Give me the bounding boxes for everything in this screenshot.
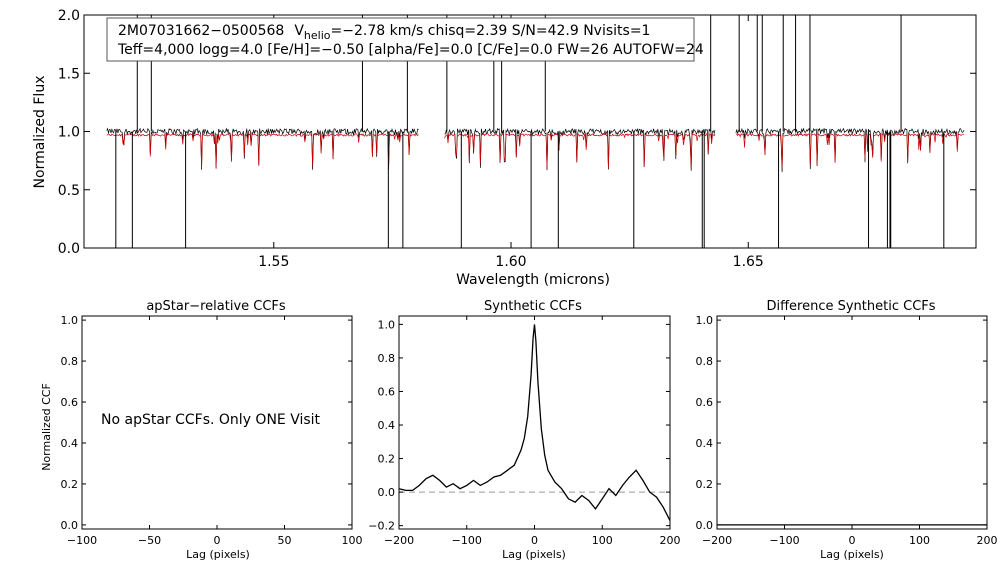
- x-tick-label: −100: [769, 534, 799, 547]
- y-tick-label: 1.0: [696, 314, 714, 327]
- spectrum-legend: 2M07031662−0500568 Vhelio=−2.78 km/s chis…: [106, 17, 704, 62]
- y-tick-label: 0.2: [378, 453, 396, 466]
- y-tick-label: 0.8: [378, 352, 396, 365]
- x-tick-label: 0: [531, 534, 538, 547]
- x-tick-label: 200: [977, 534, 998, 547]
- y-tick-label: 0.6: [61, 396, 79, 409]
- y-tick-label: 1.0: [61, 314, 79, 327]
- apstar-ccf-x-label: Lag (pixels): [186, 548, 250, 561]
- spectrum-model-segment: [735, 132, 965, 168]
- y-tick-label: 0.0: [378, 486, 396, 499]
- synthetic-ccf-title: Synthetic CCFs: [484, 299, 582, 314]
- y-tick-label: 0.0: [696, 519, 714, 532]
- spectrum-observed-segment: [444, 127, 716, 171]
- legend-box: [106, 17, 695, 62]
- x-tick-label: 0: [849, 534, 856, 547]
- x-tick-label: 100: [909, 534, 930, 547]
- spectrum-observed-segment: [735, 127, 965, 173]
- x-tick-label: 100: [592, 534, 613, 547]
- difference-ccf-ticks: −200 −100 0 100 200 0.0 0.2 0.4 0.6 0.8 1.0: [696, 314, 998, 547]
- y-tick-label: −0.2: [368, 520, 395, 533]
- legend-v-values: =−2.78 km/s chisq=2.39 S/N=42.9 Nvisits=…: [331, 23, 651, 39]
- difference-ccf-x-label: Lag (pixels): [820, 548, 884, 561]
- y-tick-label: 2.0: [58, 8, 80, 24]
- y-tick-label: 1.0: [378, 318, 396, 331]
- legend-line-2: Teff=4,000 logg=4.0 [Fe/H]=−0.50 [alpha/…: [117, 42, 704, 58]
- y-tick-label: 0.4: [378, 419, 396, 432]
- y-tick-label: 0.6: [696, 396, 714, 409]
- x-tick-label: −50: [138, 534, 161, 547]
- legend-v-subscript: helio: [304, 29, 331, 42]
- apstar-ccf-note: No apStar CCFs. Only ONE Visit: [101, 412, 321, 428]
- x-tick-label: −200: [384, 534, 414, 547]
- y-tick-label: 0.4: [61, 437, 79, 450]
- y-tick-label: 0.8: [61, 355, 79, 368]
- apstar-ccf-ticks: −100 −50 0 50 100 0.0 0.2 0.4 0.6 0.8 1.0: [61, 314, 363, 547]
- x-tick-label: 1.60: [495, 254, 526, 270]
- spectrum-observed-segment: [106, 127, 419, 170]
- y-tick-label: 0.6: [378, 385, 396, 398]
- x-tick-label: 50: [278, 534, 292, 547]
- y-tick-label: 0.0: [58, 241, 80, 257]
- y-tick-label: 0.0: [61, 519, 79, 532]
- spectrum-panel: 1.55 1.60 1.65 0.0 0.5 1.0 1.5 2.0 2M07031662−0…: [32, 8, 977, 288]
- synthetic-ccf-frame: [398, 315, 671, 530]
- spectrum-x-label: Wavelength (microns): [456, 272, 610, 288]
- x-tick-label: 1.55: [258, 254, 289, 270]
- apstar-ccf-panel: apStar−relative CCFs −100 −50 0 50 100 0.0 0.2…: [40, 299, 363, 561]
- apstar-ccf-title: apStar−relative CCFs: [146, 299, 286, 314]
- synthetic-ccf-panel: Synthetic CCFs −200 −100 0 100 200 −0.2 0.0 0.2…: [368, 299, 680, 561]
- x-tick-label: 100: [342, 534, 363, 547]
- spectrum-model-segment: [444, 132, 716, 169]
- spectrum-ticks: 1.55 1.60 1.65 0.0 0.5 1.0 1.5 2.0: [58, 8, 976, 270]
- difference-ccf-panel: Difference Synthetic CCFs −200 −100 0 100 20…: [696, 299, 998, 561]
- apstar-ccf-y-label: Normalized CCF: [40, 383, 53, 471]
- y-tick-label: 0.5: [58, 183, 80, 199]
- y-tick-label: 0.2: [61, 478, 79, 491]
- y-tick-label: 0.2: [696, 478, 714, 491]
- difference-ccf-frame: [716, 315, 988, 530]
- y-tick-label: 1.0: [58, 125, 80, 141]
- x-tick-label: 0: [214, 534, 221, 547]
- y-tick-label: 1.5: [58, 66, 80, 82]
- x-tick-label: −100: [452, 534, 482, 547]
- y-tick-label: 0.4: [696, 437, 714, 450]
- synthetic-ccf-plot-area: [398, 324, 671, 521]
- x-tick-label: −100: [67, 534, 97, 547]
- synthetic-ccf-x-label: Lag (pixels): [502, 548, 566, 561]
- difference-ccf-title: Difference Synthetic CCFs: [766, 299, 935, 314]
- legend-star-id: 2M07031662−0500568: [118, 23, 284, 39]
- x-tick-label: −200: [702, 534, 732, 547]
- legend-line-1: 2M07031662−0500568 Vhelio=−2.78 km/s chis…: [118, 23, 650, 42]
- x-tick-label: 200: [660, 534, 681, 547]
- spectrum-model-segment: [106, 132, 419, 168]
- x-tick-label: 1.65: [733, 254, 764, 270]
- spectrum-y-label: Normalized Flux: [32, 76, 48, 189]
- synthetic-ccf-ticks: −200 −100 0 100 200 −0.2 0.0 0.2 0.4 0.6 0.8 1.0: [368, 316, 681, 547]
- synthetic-ccf-line: [398, 324, 671, 521]
- legend-v-symbol: V: [294, 23, 304, 39]
- y-tick-label: 0.8: [696, 355, 714, 368]
